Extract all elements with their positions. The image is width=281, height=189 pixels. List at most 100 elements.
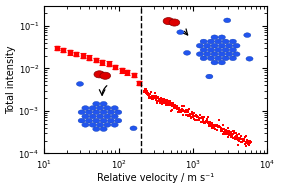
Point xyxy=(179,109,183,112)
Point xyxy=(198,113,202,116)
Point xyxy=(191,117,196,120)
Point xyxy=(184,108,189,111)
Point xyxy=(170,104,174,107)
Circle shape xyxy=(89,122,96,127)
Point xyxy=(184,109,189,112)
Point xyxy=(205,118,210,121)
Point xyxy=(188,114,192,117)
Point xyxy=(143,88,148,91)
Point xyxy=(221,133,226,136)
Point xyxy=(185,113,190,116)
Point xyxy=(189,116,194,119)
Point xyxy=(172,107,176,110)
Circle shape xyxy=(233,52,240,57)
Circle shape xyxy=(196,43,203,48)
Point xyxy=(241,139,246,142)
Circle shape xyxy=(89,114,96,119)
Point xyxy=(153,97,157,100)
Point xyxy=(151,97,156,100)
Point xyxy=(183,111,188,114)
Point xyxy=(203,120,208,123)
Circle shape xyxy=(89,106,96,110)
Point xyxy=(146,93,150,96)
Point xyxy=(196,116,201,119)
Circle shape xyxy=(183,50,191,55)
Circle shape xyxy=(211,52,218,57)
Point xyxy=(228,134,232,137)
Point xyxy=(205,121,209,124)
Point xyxy=(228,132,232,136)
Circle shape xyxy=(222,56,229,61)
Circle shape xyxy=(229,56,237,61)
Point xyxy=(224,130,229,133)
Circle shape xyxy=(215,56,222,61)
Point xyxy=(151,94,155,98)
Point xyxy=(157,97,161,100)
Point xyxy=(155,101,160,104)
Point xyxy=(225,126,230,129)
Point xyxy=(178,109,183,112)
Point xyxy=(153,96,158,99)
Point xyxy=(224,132,228,135)
Point xyxy=(217,125,222,128)
Point xyxy=(237,140,242,143)
Point xyxy=(170,105,175,108)
Point xyxy=(224,129,228,132)
Point xyxy=(158,100,162,103)
Point xyxy=(216,125,220,128)
Point xyxy=(160,100,165,103)
Point xyxy=(233,136,237,139)
Point xyxy=(225,132,230,135)
Point xyxy=(170,108,175,112)
Circle shape xyxy=(100,72,111,79)
Point xyxy=(233,138,237,141)
Point xyxy=(198,117,202,120)
Point xyxy=(177,108,182,111)
Point xyxy=(203,122,207,125)
Point xyxy=(162,98,166,101)
Point xyxy=(165,100,169,103)
Point xyxy=(155,96,159,99)
Circle shape xyxy=(93,101,100,106)
Point xyxy=(185,108,190,112)
Point xyxy=(241,140,245,143)
Point xyxy=(227,130,232,133)
Point xyxy=(246,142,250,145)
Point xyxy=(168,109,173,112)
Point xyxy=(231,133,235,136)
Point xyxy=(150,98,155,101)
Point xyxy=(190,110,194,113)
Point xyxy=(239,141,243,144)
Circle shape xyxy=(76,81,83,86)
Point xyxy=(246,139,251,142)
Point xyxy=(149,97,153,100)
Point xyxy=(236,138,240,141)
Point xyxy=(175,108,180,111)
Point xyxy=(201,117,206,120)
X-axis label: Relative velocity / m s⁻¹: Relative velocity / m s⁻¹ xyxy=(97,174,214,184)
Point xyxy=(177,107,181,110)
Circle shape xyxy=(222,48,229,52)
Point xyxy=(247,143,252,146)
Point xyxy=(201,115,206,118)
Point xyxy=(186,111,191,114)
Point xyxy=(180,108,185,112)
Point xyxy=(154,98,158,101)
Point xyxy=(226,136,231,139)
Point xyxy=(178,109,182,112)
Circle shape xyxy=(96,114,104,119)
Point xyxy=(234,134,239,137)
Circle shape xyxy=(204,52,211,57)
Point xyxy=(196,118,201,121)
Point xyxy=(154,94,158,98)
Circle shape xyxy=(229,48,237,52)
Point xyxy=(230,134,234,137)
Point xyxy=(241,140,246,143)
Point xyxy=(187,112,192,115)
Point xyxy=(191,112,196,115)
Point xyxy=(243,135,248,138)
Point xyxy=(174,106,178,109)
Point xyxy=(219,126,223,129)
Point xyxy=(166,102,170,105)
Point xyxy=(167,99,172,102)
